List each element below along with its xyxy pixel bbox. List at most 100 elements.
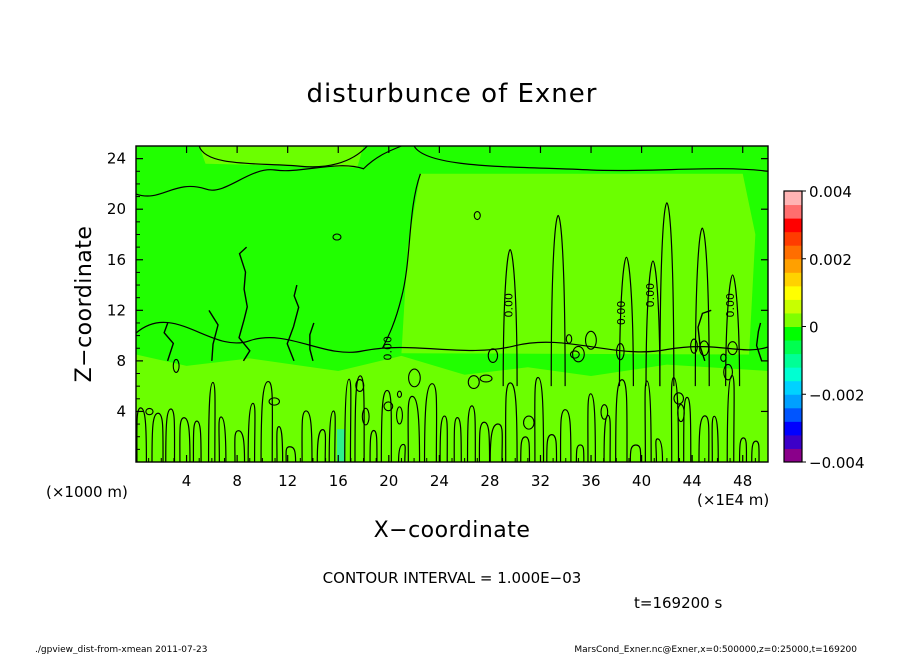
colorbar-swatch bbox=[784, 394, 802, 409]
y-tick-label: 20 bbox=[107, 200, 126, 218]
contour-line bbox=[644, 380, 652, 463]
contour-line bbox=[478, 421, 491, 463]
contour-line bbox=[286, 284, 300, 362]
contour-line bbox=[397, 443, 406, 463]
contour-line bbox=[234, 430, 246, 463]
contour-line bbox=[629, 444, 642, 463]
contour-line bbox=[344, 378, 352, 463]
contour-loop bbox=[361, 407, 370, 426]
y-tick-label: 8 bbox=[116, 352, 126, 370]
contour-line bbox=[697, 309, 712, 362]
contour-line bbox=[151, 412, 164, 463]
contour-loop bbox=[487, 348, 499, 364]
contour-line bbox=[439, 415, 448, 463]
contour-line bbox=[520, 436, 531, 463]
colorbar-swatch bbox=[784, 285, 802, 300]
contour-line bbox=[755, 322, 763, 362]
contour-loop bbox=[332, 233, 342, 241]
contour-line bbox=[423, 383, 438, 463]
contour-line bbox=[738, 437, 748, 463]
contour-line bbox=[309, 322, 315, 362]
contour-loop bbox=[523, 415, 535, 430]
contour-line bbox=[198, 145, 368, 168]
contour-line bbox=[135, 321, 769, 353]
colorbar-swatch bbox=[784, 407, 802, 422]
contour-loop bbox=[673, 392, 685, 405]
x-tick-label: 36 bbox=[581, 472, 600, 490]
contour-loop bbox=[479, 374, 493, 383]
chart-title: disturbunce of Exner bbox=[307, 79, 598, 109]
colorbar-swatch bbox=[784, 258, 802, 273]
contour-loop bbox=[616, 342, 625, 361]
contour-label: 0.00 bbox=[724, 293, 737, 318]
contour-line bbox=[694, 227, 710, 387]
x-tick-label: 8 bbox=[232, 472, 242, 490]
contour-label: 0.00 bbox=[503, 293, 516, 318]
contour-loop bbox=[565, 334, 573, 344]
contour-line bbox=[301, 410, 313, 463]
colorbar-tick-label: −0.004 bbox=[809, 454, 865, 472]
contour-line bbox=[369, 429, 378, 463]
colorbar-swatch bbox=[784, 448, 802, 463]
contour-loop bbox=[677, 404, 685, 423]
x-unit-right: (×1E4 m) bbox=[697, 491, 769, 509]
contour-line bbox=[489, 423, 503, 463]
y-tick-label: 24 bbox=[107, 150, 126, 168]
x-tick-label: 24 bbox=[430, 472, 449, 490]
contour-line bbox=[328, 410, 336, 463]
time-label: t=169200 s bbox=[634, 594, 722, 612]
contour-label: 0.00 bbox=[644, 283, 657, 308]
colorbar-swatch bbox=[784, 326, 802, 341]
colorbar-tick-label: 0 bbox=[809, 319, 819, 337]
contour-lines: 0.00 0.00 0.00 0.00 0.00 bbox=[135, 145, 769, 463]
contour-line bbox=[285, 446, 297, 463]
contour-line bbox=[380, 389, 392, 463]
contour-line bbox=[413, 145, 769, 172]
contour-label: 0.00 bbox=[615, 301, 628, 326]
colorbar-swatch bbox=[784, 299, 802, 314]
field-top-region bbox=[199, 146, 364, 168]
contour-line bbox=[260, 380, 274, 463]
contour-loop bbox=[467, 375, 480, 390]
contour-line bbox=[603, 414, 611, 463]
x-tick-label: 16 bbox=[329, 472, 348, 490]
contour-line bbox=[179, 417, 191, 463]
contour-line bbox=[505, 382, 518, 463]
x-tick-label: 20 bbox=[379, 472, 398, 490]
contour-line bbox=[618, 256, 634, 387]
x-tick-label: 32 bbox=[531, 472, 550, 490]
colorbar-swatch bbox=[784, 312, 802, 327]
contour-line bbox=[615, 379, 628, 463]
contour-loop bbox=[723, 363, 733, 381]
contour-loop bbox=[584, 330, 597, 350]
colorbar-swatch bbox=[784, 340, 802, 355]
x-tick-label: 48 bbox=[733, 472, 752, 490]
contour-loop bbox=[355, 378, 365, 393]
colorbar-swatch bbox=[784, 191, 802, 206]
contour-loop bbox=[569, 350, 580, 359]
contour-loop bbox=[383, 401, 394, 412]
contour-loop bbox=[473, 210, 481, 221]
contour-line bbox=[208, 310, 219, 361]
contour-line bbox=[546, 434, 558, 463]
colorbar-swatch bbox=[784, 272, 802, 287]
y-tick-label: 12 bbox=[107, 301, 126, 319]
contour-line bbox=[659, 202, 675, 387]
colorbar-swatch bbox=[784, 231, 802, 246]
contour-line bbox=[559, 409, 572, 463]
contour-line bbox=[247, 402, 256, 463]
contour-line bbox=[453, 417, 462, 463]
contour-loop bbox=[699, 340, 710, 357]
contour-line bbox=[587, 393, 596, 463]
footer-right: MarsCond_Exner.nc@Exner,x=0:500000,z=0:2… bbox=[574, 645, 857, 654]
contour-line bbox=[751, 440, 760, 463]
contour-line bbox=[381, 173, 421, 349]
x-tick-label: 44 bbox=[683, 472, 702, 490]
colorbar-swatch bbox=[784, 245, 802, 260]
colorbar-swatch bbox=[784, 434, 802, 449]
x-tick-label: 28 bbox=[480, 472, 499, 490]
colorbar-tick-label: 0.002 bbox=[809, 251, 852, 269]
contour-line bbox=[135, 145, 402, 197]
contour-line bbox=[645, 260, 661, 387]
